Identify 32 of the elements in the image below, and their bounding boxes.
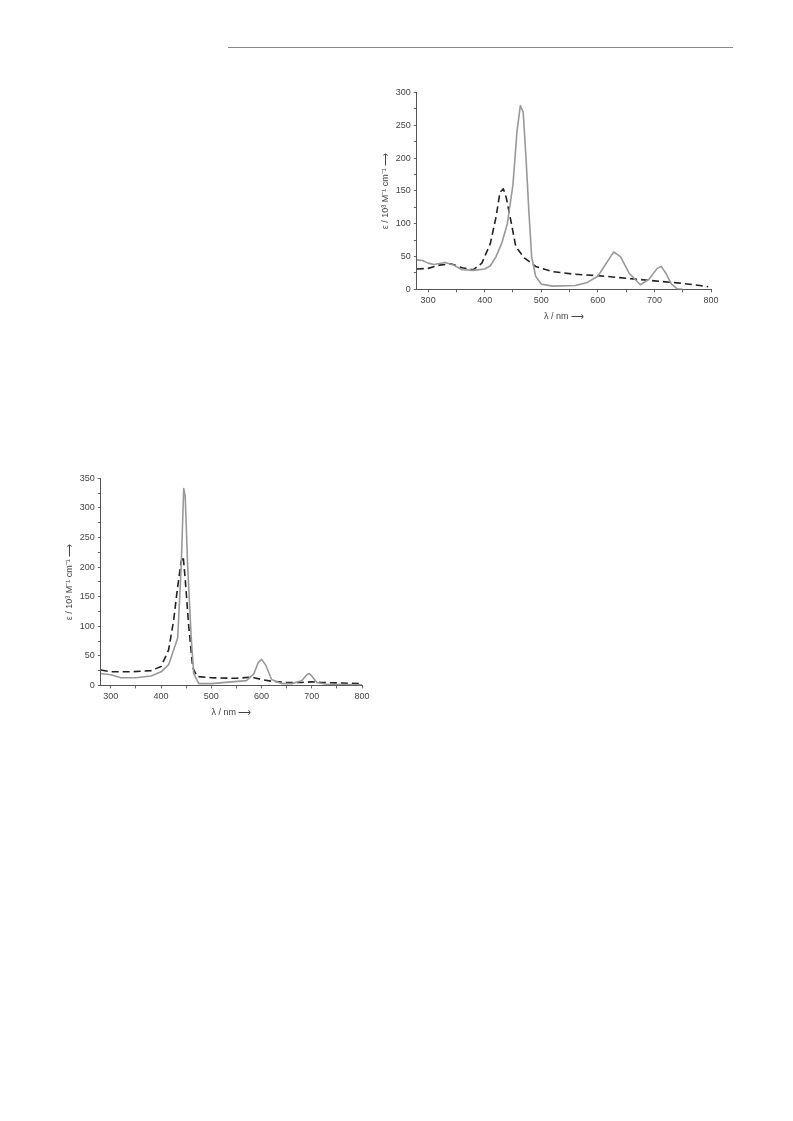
y-tick-label: 250: [79, 532, 95, 543]
y-tick-label: 0: [89, 679, 95, 690]
y-tick-label: 200: [395, 152, 411, 163]
x-tick-label: 700: [646, 295, 662, 306]
x-tick-label: 500: [203, 691, 219, 702]
x-tick-label: 700: [304, 691, 320, 702]
y-axis-title: ε / 10³ M⁻¹ cm⁻¹ ⟶: [379, 152, 390, 230]
x-tick-label: 400: [477, 295, 493, 306]
x-axis-title: λ / nm ⟶: [211, 707, 252, 718]
y-tick-label: 200: [79, 561, 95, 572]
x-tick-label: 500: [533, 295, 549, 306]
x-axis-title: λ / nm ⟶: [543, 311, 584, 322]
line-series: [416, 188, 709, 288]
y-tick-label: 150: [395, 185, 411, 196]
y-tick-label: 50: [400, 251, 411, 262]
y-tick-label: 100: [79, 620, 95, 631]
y-tick-label: 50: [84, 650, 95, 661]
x-tick-label: 800: [703, 295, 719, 306]
y-tick-label: 0: [405, 283, 411, 294]
x-tick-label: 300: [103, 691, 119, 702]
x-tick-label: 800: [354, 691, 370, 702]
x-tick-label: 400: [153, 691, 169, 702]
y-tick-label: 300: [79, 502, 95, 513]
y-tick-label: 350: [79, 472, 95, 483]
y-tick-label: 250: [395, 119, 411, 130]
y-tick-label: 300: [395, 86, 411, 97]
y-axis-title: ε / 10³ M⁻¹ cm⁻¹ ⟶: [63, 543, 74, 621]
y-tick-label: 150: [79, 591, 95, 602]
x-tick-label: 600: [590, 295, 606, 306]
y-tick-label: 100: [395, 218, 411, 229]
x-tick-label: 300: [420, 295, 436, 306]
x-tick-label: 600: [254, 691, 270, 702]
